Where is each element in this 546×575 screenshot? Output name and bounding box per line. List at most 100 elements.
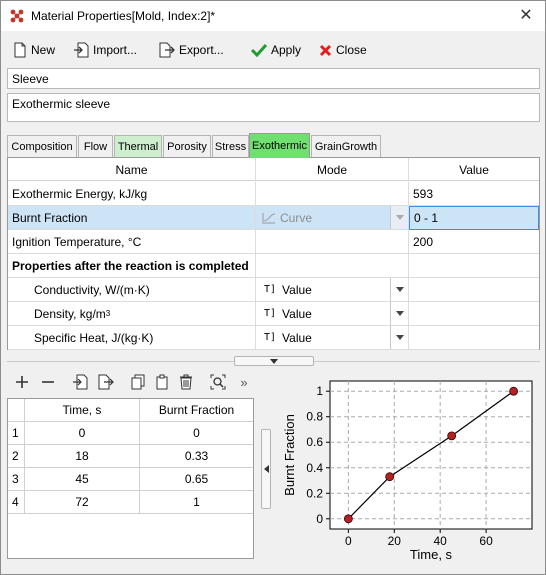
mode-value-label: Value: [282, 282, 312, 297]
data-point[interactable]: [385, 472, 395, 482]
row-burnt-fraction-value[interactable]: 0 - 1: [409, 206, 539, 230]
row-burnt-fraction-name[interactable]: Burnt Fraction: [8, 206, 256, 230]
row-density-mode[interactable]: T] Value: [256, 302, 409, 326]
tab-porosity[interactable]: Porosity: [163, 135, 211, 157]
row-exothermic-energy-value[interactable]: 593: [409, 182, 539, 206]
zoom-fit-button[interactable]: [207, 371, 229, 393]
tab-thermal[interactable]: Thermal: [114, 135, 162, 157]
close-button[interactable]: Close: [319, 40, 367, 60]
row-number: 3: [8, 468, 25, 491]
table-row[interactable]: 4 72 1: [8, 491, 253, 514]
time-cell[interactable]: 72: [25, 491, 140, 514]
mode-dropdown-arrow[interactable]: [390, 326, 408, 349]
export-icon: [159, 42, 175, 58]
row-conductivity-name: Conductivity, W/(m·K): [8, 278, 256, 302]
row-conductivity-mode[interactable]: T] Value: [256, 278, 409, 302]
x-tick-label: 40: [434, 534, 448, 548]
import-button[interactable]: Import...: [73, 40, 137, 60]
red-x-icon: [319, 44, 332, 56]
row-exothermic-energy-name: Exothermic Energy, kJ/kg: [8, 182, 256, 206]
header-mode[interactable]: Mode: [256, 158, 409, 181]
export-points-button[interactable]: [95, 371, 117, 393]
remove-point-button[interactable]: [37, 371, 59, 393]
trash-icon: [180, 374, 192, 390]
header-time[interactable]: Time, s: [25, 399, 140, 422]
export-button[interactable]: Export...: [159, 40, 224, 60]
import-icon: [74, 42, 89, 58]
tab-stress[interactable]: Stress: [212, 135, 249, 157]
property-grid: Name Mode Value Exothermic Energy, kJ/kg…: [7, 157, 540, 350]
material-name-input[interactable]: Sleeve: [7, 68, 540, 89]
horizontal-splitter-handle[interactable]: [234, 356, 314, 366]
delete-button[interactable]: [175, 371, 197, 393]
paste-icon: [156, 374, 168, 390]
mode-dropdown-arrow[interactable]: [390, 206, 408, 229]
close-window-icon[interactable]: ✕: [519, 7, 533, 24]
tab-composition[interactable]: Composition: [7, 135, 77, 157]
header-value[interactable]: Value: [459, 162, 489, 177]
row-burnt-fraction-mode[interactable]: Curve: [256, 206, 409, 230]
x-tick-label: 60: [479, 534, 493, 548]
group-properties-after-reaction: Properties after the reaction is complet…: [8, 254, 256, 278]
main-toolbar: New Import... Export... Apply Close: [1, 37, 545, 63]
group-value-empty: [409, 254, 539, 278]
mode-dropdown-arrow[interactable]: [390, 278, 408, 301]
points-toolbar: »: [9, 371, 259, 393]
check-icon: [251, 43, 267, 57]
x-tick-label: 0: [345, 534, 352, 548]
tab-graingrowth[interactable]: GrainGrowth: [311, 135, 381, 157]
row-conductivity-value[interactable]: [409, 278, 539, 302]
table-row[interactable]: 1 0 0: [8, 422, 253, 445]
chevron-down-icon: [395, 215, 404, 220]
tab-flow[interactable]: Flow: [78, 135, 113, 157]
row-ignition-temperature-value[interactable]: 200: [409, 230, 539, 254]
fraction-cell[interactable]: 0.33: [140, 445, 253, 468]
new-button[interactable]: New: [13, 40, 55, 60]
time-cell[interactable]: 18: [25, 445, 140, 468]
row-specific-heat-mode[interactable]: T] Value: [256, 326, 409, 350]
table-row[interactable]: 3 45 0.65: [8, 468, 253, 491]
series-line: [347, 390, 514, 520]
plus-icon: [16, 376, 28, 388]
data-point[interactable]: [509, 386, 519, 396]
mode-dropdown-arrow[interactable]: [390, 302, 408, 325]
row-number: 4: [8, 491, 25, 514]
y-axis-label: Burnt Fraction: [282, 414, 297, 496]
row-ignition-temperature-name: Ignition Temperature, °C: [8, 230, 256, 254]
more-icon[interactable]: »: [240, 374, 248, 390]
data-point[interactable]: [343, 514, 353, 524]
text-value-icon: T]: [264, 284, 277, 295]
import-points-button[interactable]: [69, 371, 91, 393]
time-cell[interactable]: 45: [25, 468, 140, 491]
material-description-input[interactable]: Exothermic sleeve: [7, 93, 540, 122]
add-point-button[interactable]: [11, 371, 33, 393]
text-value-icon: T]: [264, 332, 277, 343]
y-tick-label: 0.6: [306, 435, 323, 449]
title-bar: Material Properties[Mold, Index:2]* ✕: [1, 1, 545, 31]
copy-button[interactable]: [127, 371, 149, 393]
chevron-down-icon: [270, 358, 278, 364]
row-specific-heat-name: Specific Heat, J/(kg·K): [8, 326, 256, 350]
row-exothermic-energy-mode: [256, 182, 409, 206]
fraction-cell[interactable]: 0.65: [140, 468, 253, 491]
burnt-fraction-chart: 0 20 40 60 0 0.2 0.4 0.6 0.8 1 Time, s Burnt Fracti…: [282, 380, 533, 562]
row-specific-heat-value[interactable]: [409, 326, 539, 350]
density-label: Density, kg/m: [34, 306, 106, 321]
header-burnt-fraction[interactable]: Burnt Fraction: [140, 399, 253, 422]
y-tick-label: 0.4: [306, 461, 323, 475]
data-point[interactable]: [447, 431, 457, 441]
time-cell[interactable]: 0: [25, 422, 140, 445]
tab-exothermic[interactable]: Exothermic: [249, 133, 310, 158]
y-tick-label: 0.2: [306, 486, 323, 500]
table-row[interactable]: 2 18 0.33: [8, 445, 253, 468]
apply-button[interactable]: Apply: [251, 40, 301, 60]
fraction-cell[interactable]: 0: [140, 422, 253, 445]
header-name[interactable]: Name: [8, 158, 256, 181]
paste-button[interactable]: [151, 371, 173, 393]
vertical-splitter-handle[interactable]: [261, 429, 271, 509]
window-title: Material Properties[Mold, Index:2]*: [31, 9, 216, 23]
row-density-value[interactable]: [409, 302, 539, 326]
fraction-cell[interactable]: 1: [140, 491, 253, 514]
new-label: New: [31, 43, 56, 57]
